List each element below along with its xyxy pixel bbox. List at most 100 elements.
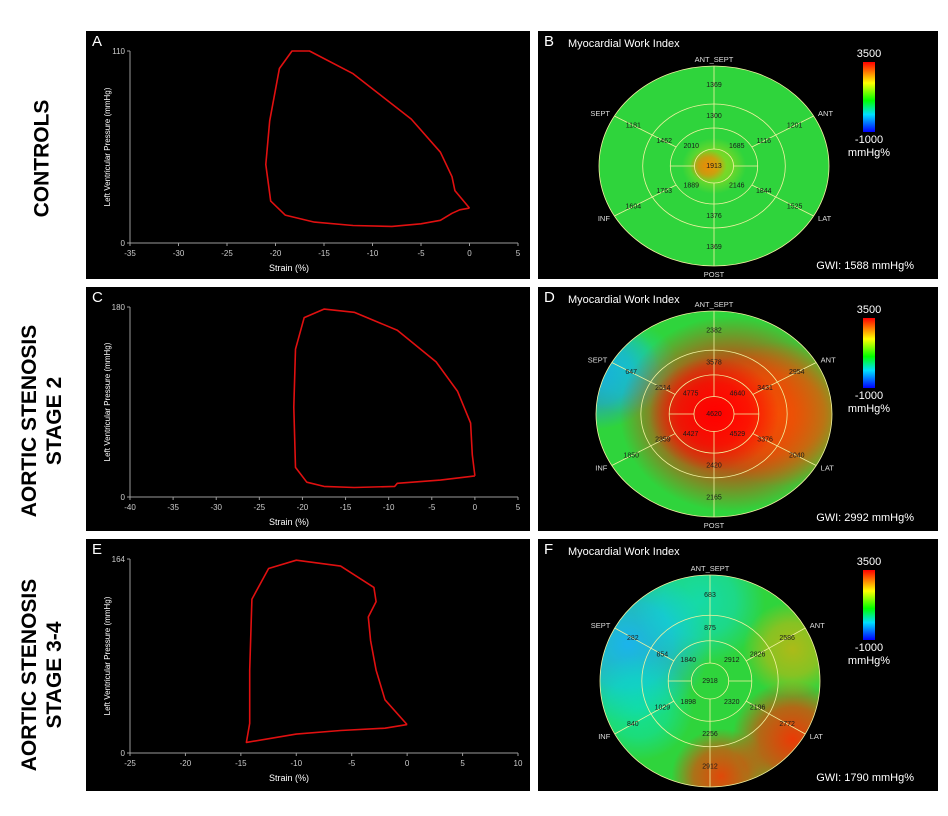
colorbar-unit-b: mmHg% [847, 147, 891, 159]
segment-value-basal: 2772 [779, 721, 795, 728]
segment-value-apical: 4640 [730, 390, 746, 397]
segment-value-basal: 2165 [706, 494, 722, 501]
segment-value-mid: 3578 [706, 359, 722, 366]
segment-value-basal: 840 [627, 721, 639, 728]
y-tick-label: 0 [121, 749, 126, 758]
x-axis-title: Strain (%) [269, 517, 309, 527]
colorbar-unit-f: mmHg% [847, 655, 891, 667]
panel-letter-b: B [544, 33, 555, 50]
wall-label: LAT [818, 214, 832, 223]
x-tick-label: -35 [167, 503, 179, 512]
segment-value-apex: 2918 [702, 678, 718, 685]
bullseye-divider [752, 362, 817, 395]
x-tick-label: -10 [383, 503, 395, 512]
x-tick-label: 10 [514, 759, 523, 768]
segment-value-apex: 4620 [706, 411, 722, 418]
segment-value-mid: 875 [704, 625, 716, 632]
bullseye-divider [611, 362, 676, 395]
wall-label: LAT [821, 464, 835, 473]
y-tick-label: 180 [112, 303, 126, 312]
x-tick-label: 5 [516, 503, 521, 512]
pv-loop-chart-e: -25 -20 -15 -10 -5 0 5 10 0 164 Strain (%) Left Ven… [103, 555, 523, 783]
segment-value-mid: 1844 [756, 188, 772, 195]
segment-value-basal: 1369 [706, 82, 722, 89]
bullseye-panel-d: 2382 2954 2040 2165 1850 647 3578 3431 3376 2420 2… [538, 287, 938, 531]
x-tick-label: -15 [318, 249, 330, 258]
pv-loop-panel-e: -25 -20 -15 -10 -5 0 5 10 0 164 Strain (%) Left Ven… [86, 539, 530, 791]
segment-value-apex: 1913 [706, 163, 722, 170]
bullseye-divider [614, 115, 677, 148]
x-tick-label: -5 [417, 249, 425, 258]
bullseye-color-map [600, 575, 820, 787]
bullseye-color-region [600, 654, 694, 761]
bullseye-divider [614, 184, 677, 217]
segment-value-apical: 4529 [730, 431, 746, 438]
bullseye-panel-f: 683 2586 2772 2912 840 282 875 2826 2196 2256 1029… [538, 539, 938, 791]
bullseye-chart-f: 683 2586 2772 2912 840 282 875 2826 2196 2256 1029… [591, 564, 825, 788]
x-tick-label: -20 [297, 503, 309, 512]
x-tick-label: -25 [254, 503, 266, 512]
panel-letter-f: F [544, 541, 554, 558]
wall-label: SEPT [591, 621, 611, 630]
x-tick-label: -30 [210, 503, 222, 512]
panel-letter-c: C [92, 289, 103, 306]
x-tick-label: -15 [235, 759, 247, 768]
x-tick-label: -5 [348, 759, 356, 768]
segment-value-apical: 4427 [683, 431, 699, 438]
segment-value-mid: 2359 [655, 437, 671, 444]
x-tick-label: -10 [367, 249, 379, 258]
x-axis-title: Strain (%) [269, 773, 309, 783]
colorbar-max-d: 3500 [856, 304, 882, 316]
x-tick-label: -30 [173, 249, 185, 258]
x-tick-label: -25 [124, 759, 136, 768]
segment-value-basal: 1201 [787, 122, 803, 129]
x-axis-title: Strain (%) [269, 263, 309, 273]
wall-label: ANT_SEPT [695, 300, 734, 309]
wall-label: INF [595, 464, 608, 473]
bullseye-divider [746, 700, 806, 735]
x-tick-label: 0 [473, 503, 478, 512]
y-tick-label: 0 [121, 493, 126, 502]
map-title-d: Myocardial Work Index [568, 294, 680, 306]
x-tick-label: -15 [340, 503, 352, 512]
x-tick-label: -20 [270, 249, 282, 258]
segment-value-basal: 2954 [789, 369, 805, 376]
pv-loop-chart-a: -35 -30 -25 -20 -15 -10 -5 0 5 0 110 Strain (%) Left… [103, 47, 521, 273]
segment-value-mid: 1300 [706, 113, 722, 120]
wall-label: SEPT [588, 356, 608, 365]
segment-value-mid: 3376 [757, 437, 773, 444]
segment-value-mid: 1376 [706, 213, 722, 220]
segment-value-apical: 1840 [680, 657, 696, 664]
segment-value-mid: 1462 [656, 138, 672, 145]
segment-value-mid: 1029 [655, 704, 671, 711]
segment-value-basal: 2912 [702, 764, 718, 771]
colorbar-min-b: -1000 [854, 134, 884, 146]
segment-value-mid: 1116 [757, 138, 772, 145]
bullseye-color-region [743, 601, 820, 697]
y-axis-title: Left Ventricular Pressure (mmHg) [103, 596, 112, 715]
segment-value-mid: 1763 [656, 188, 672, 195]
wall-label: ANT [810, 621, 825, 630]
x-tick-label: 5 [460, 759, 465, 768]
segment-value-apical: 1898 [680, 699, 696, 706]
pv-loop-panel-c: -40 -35 -30 -25 -20 -15 -10 -5 0 5 0 180 Strain (%) L… [86, 287, 530, 531]
panel-letter-e: E [92, 541, 103, 558]
segment-value-basal: 1525 [787, 203, 803, 210]
x-tick-label: -20 [180, 759, 192, 768]
colorbar-d [863, 318, 875, 388]
map-title-b: Myocardial Work Index [568, 38, 680, 50]
wall-label: POST [704, 270, 725, 279]
pv-loop-chart-c: -40 -35 -30 -25 -20 -15 -10 -5 0 5 0 180 Strain (%) L… [103, 303, 521, 527]
segment-value-mid: 3431 [757, 385, 773, 392]
wall-label: ANT_SEPT [695, 55, 734, 64]
bullseye-divider [752, 433, 817, 466]
segment-value-basal: 1604 [626, 203, 642, 210]
pressure-strain-loop [245, 559, 408, 744]
bullseye-color-region [671, 728, 771, 787]
x-tick-label: -35 [124, 249, 136, 258]
x-tick-label: 0 [467, 249, 472, 258]
segment-value-basal: 683 [704, 592, 716, 599]
bullseye-divider [751, 184, 814, 217]
segment-value-mid: 2196 [750, 704, 766, 711]
gwi-label-b: GWI: 1588 mmHg% [816, 260, 914, 272]
